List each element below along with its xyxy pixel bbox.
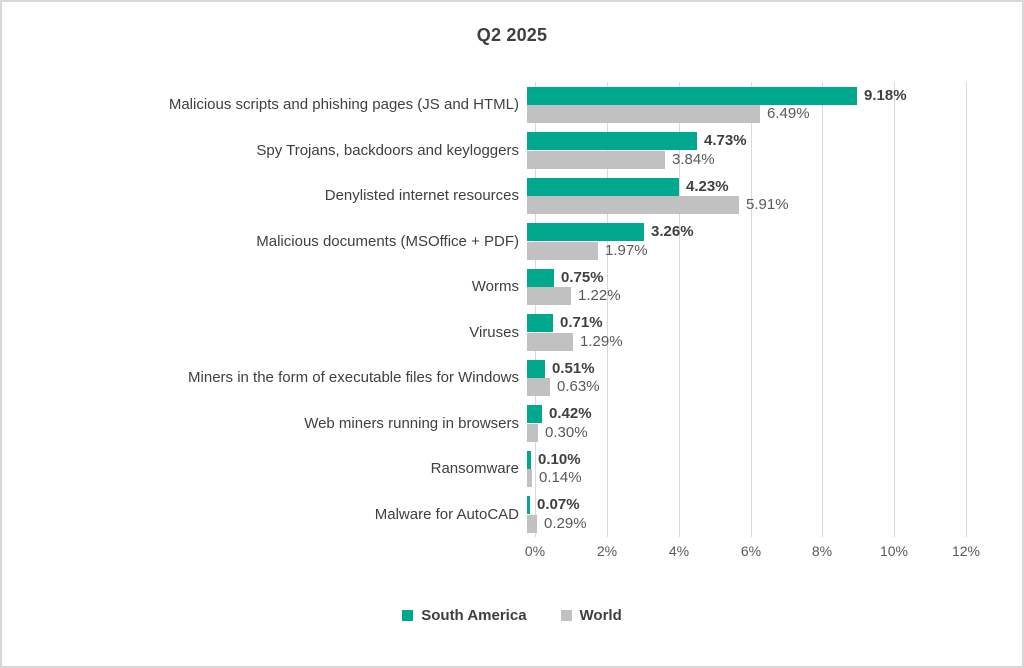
- bar-south-america: [527, 450, 531, 469]
- value-label-world: 0.14%: [539, 469, 582, 486]
- value-label-south-america: 9.18%: [864, 86, 907, 104]
- bar-rows: Malicious scripts and phishing pages (JS…: [22, 82, 966, 537]
- bar-south-america: [527, 177, 679, 196]
- bar-group: 0.07% 0.29%: [527, 492, 958, 538]
- value-label-world: 3.84%: [672, 150, 715, 168]
- value-label-world: 1.22%: [578, 287, 621, 304]
- gridline: [751, 82, 752, 537]
- value-label-world: 5.91%: [746, 196, 789, 213]
- bar-south-america: [527, 268, 554, 287]
- value-label-world: 0.30%: [545, 423, 588, 441]
- bar-group: 0.42% 0.30%: [527, 401, 958, 447]
- legend-label: South America: [421, 607, 527, 624]
- legend-item: World: [560, 607, 622, 624]
- x-axis-tick: 2%: [596, 543, 618, 559]
- chart-row: Web miners running in browsers 0.42% 0.30%: [22, 401, 966, 447]
- x-axis: 0% 2% 4% 6% 8% 10% 12%: [525, 543, 980, 573]
- chart-row: Worms 0.75% 1.22%: [22, 264, 966, 310]
- bar-world: [527, 105, 760, 123]
- value-label-south-america: 0.51%: [552, 359, 595, 377]
- bar-group: 9.18% 6.49%: [527, 82, 958, 128]
- category-label: Spy Trojans, backdoors and keyloggers: [256, 141, 519, 159]
- value-label-world: 6.49%: [767, 105, 810, 122]
- x-axis-tick: 10%: [879, 543, 909, 559]
- x-axis-tick: 4%: [668, 543, 690, 559]
- category-label: Malicious documents (MSOffice + PDF): [256, 232, 519, 250]
- bar-south-america: [527, 496, 530, 514]
- chart-row: Denylisted internet resources 4.23% 5.91%: [22, 173, 966, 219]
- x-axis-tick: 12%: [951, 543, 981, 559]
- bar-world: [527, 332, 573, 351]
- bar-group: 0.51% 0.63%: [527, 355, 958, 401]
- bar-group: 3.26% 1.97%: [527, 219, 958, 265]
- chart-row: Ransomware 0.10% 0.14%: [22, 446, 966, 492]
- bar-south-america: [527, 223, 644, 241]
- chart-row: Spy Trojans, backdoors and keyloggers 4.7…: [22, 128, 966, 174]
- bar-world: [527, 514, 537, 533]
- value-label-south-america: 3.26%: [651, 223, 694, 240]
- value-label-south-america: 0.75%: [561, 268, 604, 286]
- bar-group: 0.10% 0.14%: [527, 446, 958, 492]
- legend-swatch-icon: [560, 610, 572, 621]
- gridline: [894, 82, 895, 537]
- x-axis-tick: 0%: [524, 543, 546, 559]
- value-label-world: 0.29%: [544, 514, 587, 532]
- gridline: [679, 82, 680, 537]
- x-axis-tick: 6%: [740, 543, 762, 559]
- bar-south-america: [527, 405, 542, 423]
- category-label: Worms: [471, 278, 519, 296]
- gridline: [822, 82, 823, 537]
- gridline-layer: [535, 82, 967, 537]
- value-label-world: 1.97%: [605, 241, 648, 259]
- value-label-world: 0.63%: [557, 378, 600, 395]
- category-label: Denylisted internet resources: [324, 187, 519, 205]
- chart-row: Miners in the form of executable files f…: [22, 355, 966, 401]
- bar-south-america: [527, 314, 553, 332]
- bar-world: [527, 287, 571, 305]
- value-label-south-america: 4.73%: [704, 132, 747, 149]
- bar-world: [527, 378, 550, 396]
- bar-group: 0.75% 1.22%: [527, 264, 958, 310]
- category-label: Malicious scripts and phishing pages (JS…: [168, 96, 519, 114]
- legend-item: South America: [402, 607, 527, 624]
- value-label-south-america: 0.10%: [538, 450, 581, 468]
- chart-row: Malware for AutoCAD 0.07% 0.29%: [22, 492, 966, 538]
- category-label: Ransomware: [430, 460, 519, 478]
- bar-group: 4.23% 5.91%: [527, 173, 958, 219]
- value-label-south-america: 4.23%: [686, 177, 729, 195]
- chart-row: Malicious documents (MSOffice + PDF) 3.26…: [22, 219, 966, 265]
- category-label: Miners in the form of executable files f…: [188, 369, 519, 387]
- legend: South America World: [2, 607, 1022, 624]
- bar-south-america: [527, 132, 697, 150]
- gridline: [607, 82, 608, 537]
- bar-world: [527, 150, 665, 169]
- bar-group: 0.71% 1.29%: [527, 310, 958, 356]
- legend-swatch-icon: [402, 610, 414, 621]
- bar-world: [527, 423, 538, 442]
- category-label: Malware for AutoCAD: [374, 505, 519, 523]
- chart-title: Q2 2025: [476, 25, 548, 45]
- plot-area: Malicious scripts and phishing pages (JS…: [22, 82, 967, 537]
- bar-south-america: [527, 86, 857, 105]
- x-axis-tick: 8%: [811, 543, 833, 559]
- value-label-south-america: 0.07%: [537, 496, 580, 513]
- chart-row: Viruses 0.71% 1.29%: [22, 310, 966, 356]
- value-label-south-america: 0.71%: [560, 314, 603, 331]
- legend-label: World: [579, 607, 622, 624]
- value-label-south-america: 0.42%: [549, 405, 592, 422]
- bar-world: [527, 469, 532, 487]
- bar-group: 4.73% 3.84%: [527, 128, 958, 174]
- bar-world: [527, 241, 598, 260]
- chart-row: Malicious scripts and phishing pages (JS…: [22, 82, 966, 128]
- bar-south-america: [527, 359, 545, 378]
- value-label-world: 1.29%: [580, 332, 623, 350]
- gridline: [966, 82, 967, 537]
- bar-world: [527, 196, 739, 214]
- category-label: Viruses: [469, 323, 519, 341]
- gridline: [535, 82, 536, 537]
- category-label: Web miners running in browsers: [304, 414, 519, 432]
